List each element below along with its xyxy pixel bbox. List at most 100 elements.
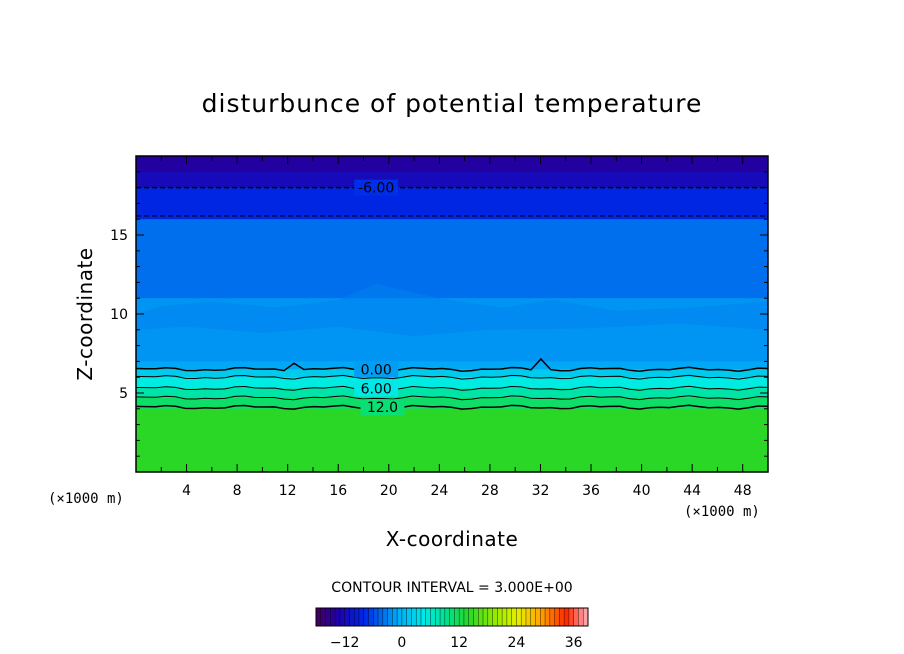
y-tick-label: 5	[119, 386, 128, 402]
contour-line	[136, 395, 768, 401]
y-tick-label: 15	[110, 228, 128, 244]
contour-interval-label: CONTOUR INTERVAL = 3.000E+00	[331, 580, 572, 596]
colorbar-tick-label: −12	[330, 635, 360, 651]
colorbar-swatch	[502, 608, 508, 626]
field-band	[136, 361, 768, 370]
x-tick-label: 12	[279, 483, 297, 499]
contour-label: 6.00	[361, 381, 392, 397]
contour-label: 0.00	[361, 362, 392, 378]
colorbar-swatch	[430, 608, 436, 626]
colorbar-swatch	[349, 608, 355, 626]
x-axis-ticks: 4 8 12 16 20 24 28 32 36 40 44 48	[160, 156, 752, 499]
field-band	[136, 219, 768, 299]
x-axis-title: X-coordinate	[386, 527, 519, 551]
contour-line	[136, 385, 768, 391]
colorbar-swatch	[559, 608, 565, 626]
x-tick-label: 32	[532, 483, 550, 499]
colorbar-swatch	[564, 608, 570, 626]
colorbar-swatch	[368, 608, 374, 626]
field-band	[136, 156, 768, 173]
contour-line	[136, 357, 768, 372]
colorbar-swatch	[468, 608, 474, 626]
field-patch	[136, 283, 768, 337]
x-tick-label: 36	[582, 483, 600, 499]
field-band	[136, 369, 768, 378]
colorbar-swatch	[420, 608, 427, 626]
colorbar-swatch	[535, 608, 541, 626]
colorbar-swatch	[568, 608, 574, 626]
colorbar-swatch	[316, 608, 322, 626]
colorbar-ticks: −12 0 12 24 36	[330, 635, 583, 651]
contour-label-bg	[354, 361, 399, 378]
x-tick-label: 16	[329, 483, 347, 499]
colorbar-swatch	[392, 608, 398, 626]
colorbar-swatch	[554, 608, 560, 626]
colorbar-swatch	[478, 608, 484, 626]
x-tick-label: 20	[380, 483, 398, 499]
colorbar-swatch	[325, 608, 331, 626]
colorbar-swatch	[463, 608, 470, 626]
colorbar-swatch	[378, 608, 384, 626]
colorbar-swatch	[416, 608, 422, 626]
x-tick-label: 48	[734, 483, 752, 499]
colorbar-swatch	[459, 608, 465, 626]
colorbar-swatch	[320, 608, 326, 626]
colorbar-swatch	[440, 608, 446, 626]
colorbar-swatch	[387, 608, 393, 626]
field-patches	[136, 283, 768, 337]
contour-label-bg	[360, 399, 405, 416]
colorbar-tick-label: 36	[565, 635, 583, 651]
colorbar-swatch	[411, 608, 417, 626]
chart-title: disturbunce of potential temperature	[202, 89, 703, 118]
colorbar-swatch	[578, 608, 584, 626]
colorbar-swatch	[335, 608, 341, 626]
colorbar-swatch	[444, 608, 450, 626]
contour-lines	[136, 186, 768, 410]
y-axis-ticks: 5 10 15	[110, 171, 768, 457]
colorbar-swatch	[339, 608, 345, 626]
x-tick-label: 4	[182, 483, 191, 499]
colorbar-swatch	[511, 608, 517, 626]
colorbar-swatch	[363, 608, 369, 626]
colorbar-swatch	[530, 608, 536, 626]
colorbar-swatch	[354, 608, 360, 626]
colorbar-swatch	[344, 608, 350, 626]
x-tick-label: 8	[233, 483, 242, 499]
colorbar-swatch	[540, 608, 546, 626]
colorbar-swatch	[358, 608, 365, 626]
contour-line	[136, 404, 768, 410]
colorbar-swatch	[516, 608, 522, 626]
field-band	[136, 171, 768, 189]
field-band	[136, 408, 768, 472]
colorbar-swatch	[425, 608, 431, 626]
y-tick-label: 10	[110, 307, 128, 323]
colorbar-swatch	[525, 608, 532, 626]
colorbar	[315, 607, 589, 627]
colorbar-tick-label: 0	[397, 635, 406, 651]
contour-label-bg	[354, 179, 399, 196]
contour-labels: -6.00 0.00 6.00 12.0	[354, 179, 405, 416]
colorbar-swatch	[492, 608, 498, 626]
colorbar-swatch	[545, 608, 551, 626]
colorbar-tick-label: 12	[450, 635, 468, 651]
colorbar-frame	[315, 607, 589, 627]
x-unit-label: (×1000 m)	[684, 504, 760, 520]
contour-label: -6.00	[358, 181, 394, 197]
colorbar-swatch	[330, 608, 336, 626]
contour-line	[136, 374, 768, 380]
colorbar-swatch	[406, 608, 412, 626]
colorbar-swatch	[506, 608, 512, 626]
field-bands	[136, 156, 768, 472]
colorbar-swatch	[454, 608, 460, 626]
x-tick-label: 40	[633, 483, 651, 499]
field-band	[136, 397, 768, 410]
field-band	[136, 377, 768, 389]
x-tick-label: 28	[481, 483, 499, 499]
colorbar-swatch	[473, 608, 479, 626]
colorbar-swatch	[521, 608, 527, 626]
y-unit-label: (×1000 m)	[48, 491, 124, 507]
x-tick-label: 44	[683, 483, 701, 499]
colorbar-swatch	[483, 608, 489, 626]
field-band	[136, 388, 768, 399]
field-band	[136, 187, 768, 220]
